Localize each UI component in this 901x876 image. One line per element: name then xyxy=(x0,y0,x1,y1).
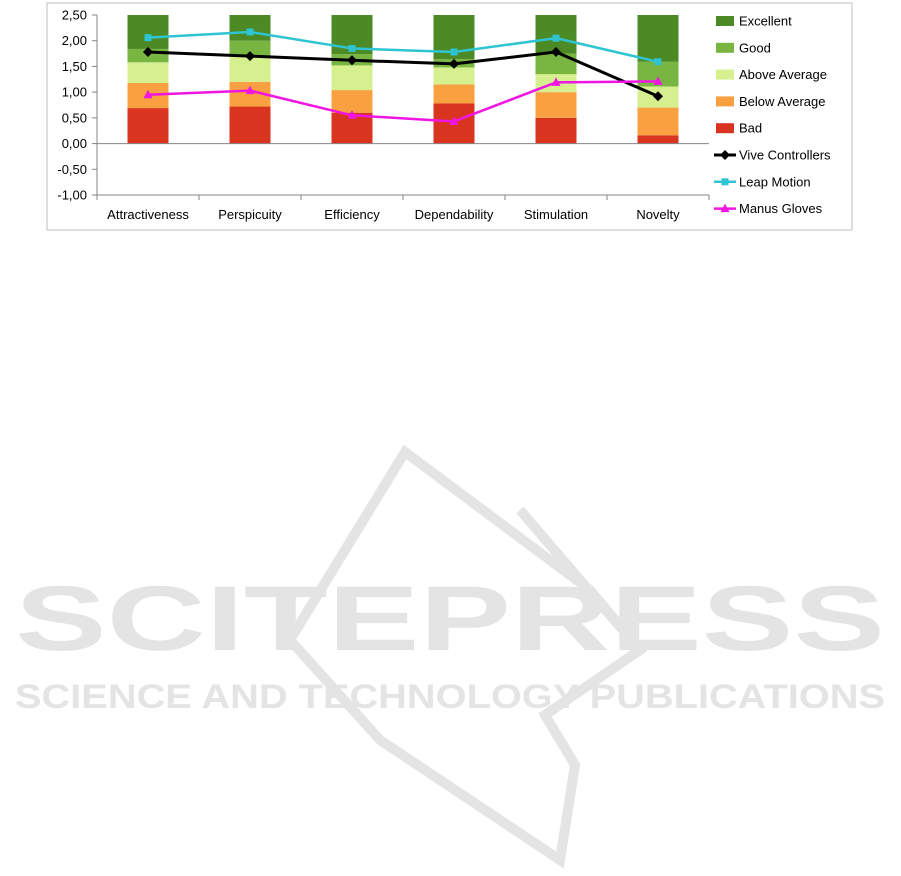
chart: 2,50 2,00 1,50 1,00 0,50 0,00 -0,50 -1,00 Attrac… xyxy=(46,2,853,231)
legend-swatch-excellent xyxy=(716,16,734,26)
bar-stimulation-good xyxy=(535,53,577,75)
point-manus-gloves-perspicuity xyxy=(245,85,255,95)
bar-novelty-bad xyxy=(637,135,679,144)
point-leap-motion-efficiency xyxy=(348,44,356,52)
point-vive-controllers-efficiency xyxy=(347,55,357,66)
y-tick-label: -0,50 xyxy=(57,162,87,177)
point-manus-gloves-efficiency xyxy=(347,110,357,119)
point-manus-gloves-stimulation xyxy=(551,77,561,86)
point-vive-controllers-dependability xyxy=(449,58,459,69)
legend-marker-manus-gloves xyxy=(720,203,730,213)
y-tick-label: 0,50 xyxy=(62,110,87,125)
legend-label-bad: Bad xyxy=(739,121,762,136)
bar-stimulation-bad xyxy=(535,117,577,144)
legend-swatch-good xyxy=(716,42,734,53)
bar-stimulation-below-average xyxy=(535,92,577,118)
watermark-tagline: SCIENCE AND TECHNOLOGY PUBLICATIONS xyxy=(15,678,885,716)
point-manus-gloves-dependability xyxy=(449,116,459,125)
point-leap-motion-novelty xyxy=(654,58,662,66)
bar-perspicuity-excellent xyxy=(229,15,271,41)
y-tick-label: 1,00 xyxy=(62,85,87,100)
legend-swatch-bad xyxy=(716,123,734,134)
x-tick-label-novelty: Novelty xyxy=(636,207,680,222)
bar-dependability-above-average xyxy=(433,67,475,85)
legend-label-below-average: Below Average xyxy=(739,94,826,109)
x-tick-label-efficiency: Efficiency xyxy=(324,207,380,222)
bar-efficiency-above-average xyxy=(331,65,373,91)
legend-swatch-below-average xyxy=(716,96,734,107)
x-tick-label-dependability: Dependability xyxy=(415,207,494,222)
point-vive-controllers-perspicuity xyxy=(245,51,255,62)
bar-attractiveness-bad xyxy=(127,108,169,144)
legend-label-vive-controllers: Vive Controllers xyxy=(739,148,831,163)
point-manus-gloves-attractiveness xyxy=(143,89,153,99)
legend-label-above-average: Above Average xyxy=(739,67,827,82)
bar-novelty-below-average xyxy=(637,107,679,136)
legend-marker-leap-motion xyxy=(721,178,729,186)
point-leap-motion-perspicuity xyxy=(246,28,254,36)
point-leap-motion-dependability xyxy=(450,48,458,56)
line-manus-gloves xyxy=(147,80,659,123)
legend-label-excellent: Excellent xyxy=(739,14,792,29)
y-tick-label: 2,50 xyxy=(62,8,87,23)
point-vive-controllers-novelty xyxy=(653,91,663,102)
y-tick-label: -1,00 xyxy=(57,188,87,203)
line-leap-motion xyxy=(147,30,659,64)
point-manus-gloves-novelty xyxy=(653,76,663,85)
y-tick-label: 0,00 xyxy=(62,136,87,151)
bar-perspicuity-good xyxy=(229,40,271,57)
bar-perspicuity-bad xyxy=(229,106,271,144)
watermark-brand: SCITEPRESS xyxy=(15,568,885,670)
x-tick-label-stimulation: Stimulation xyxy=(524,207,588,222)
x-tick-label-attractiveness: Attractiveness xyxy=(107,207,189,222)
point-vive-controllers-attractiveness xyxy=(143,47,153,58)
legend-label-manus-gloves: Manus Gloves xyxy=(739,201,823,216)
bar-dependability-below-average xyxy=(433,84,475,104)
legend-label-good: Good xyxy=(739,40,771,55)
point-leap-motion-attractiveness xyxy=(144,34,152,42)
x-tick-label-perspicuity: Perspicuity xyxy=(218,207,282,222)
point-leap-motion-stimulation xyxy=(552,34,560,42)
y-tick-label: 1,50 xyxy=(62,59,87,74)
y-tick-label: 2,00 xyxy=(62,33,87,48)
legend-swatch-above-average xyxy=(716,69,734,80)
publisher-watermark: SCITEPRESS SCIENCE AND TECHNOLOGY PUBLIC… xyxy=(15,444,885,869)
sciteepress-logo-graphic xyxy=(283,444,648,869)
bar-attractiveness-excellent xyxy=(127,15,169,49)
point-vive-controllers-stimulation xyxy=(551,47,561,58)
line-vive-controllers xyxy=(147,50,659,98)
bar-efficiency-below-average xyxy=(331,90,373,113)
legend-label-leap-motion: Leap Motion xyxy=(739,174,811,189)
bar-attractiveness-above-average xyxy=(127,62,169,83)
legend-marker-vive-controllers xyxy=(720,150,730,160)
bar-novelty-excellent xyxy=(637,15,679,62)
